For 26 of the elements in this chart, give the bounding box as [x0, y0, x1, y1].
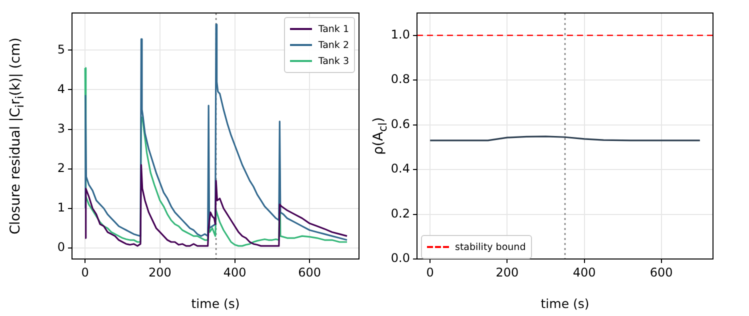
y-tick-label: 0.6: [390, 116, 410, 131]
y-tick-label: 0.8: [390, 72, 410, 86]
y-tick-label: 0: [57, 240, 65, 254]
x-tick-label: 600: [650, 265, 673, 280]
x-axis-title: time (s): [540, 296, 590, 311]
legend-label: stability bound: [455, 242, 526, 252]
x-axis-title: time (s): [191, 296, 240, 311]
y-tick-label: 5: [57, 42, 65, 56]
x-tick-label: 400: [572, 265, 596, 280]
legend-label: Tank 3: [318, 56, 349, 66]
y-tick-label: 3: [57, 121, 65, 136]
x-tick-label: 200: [496, 265, 519, 280]
x-tick-label: 0: [426, 265, 434, 280]
legend-label: Tank 1: [318, 24, 349, 34]
legend-label: Tank 2: [318, 40, 349, 50]
x-tick-label: 600: [298, 265, 322, 280]
y-tick-label: 4: [57, 82, 65, 96]
x-tick-label: 200: [148, 265, 172, 280]
x-tick-label: 400: [223, 265, 246, 280]
y-tick-label: 2: [57, 160, 65, 175]
y-tick-label: 1: [57, 200, 65, 214]
y-tick-label: 0.2: [390, 206, 410, 220]
y-tick-label: 0.0: [390, 251, 410, 266]
y-tick-label: 0.4: [390, 162, 410, 176]
y-tick-label: 1.0: [390, 27, 410, 42]
x-tick-label: 0: [81, 265, 89, 280]
